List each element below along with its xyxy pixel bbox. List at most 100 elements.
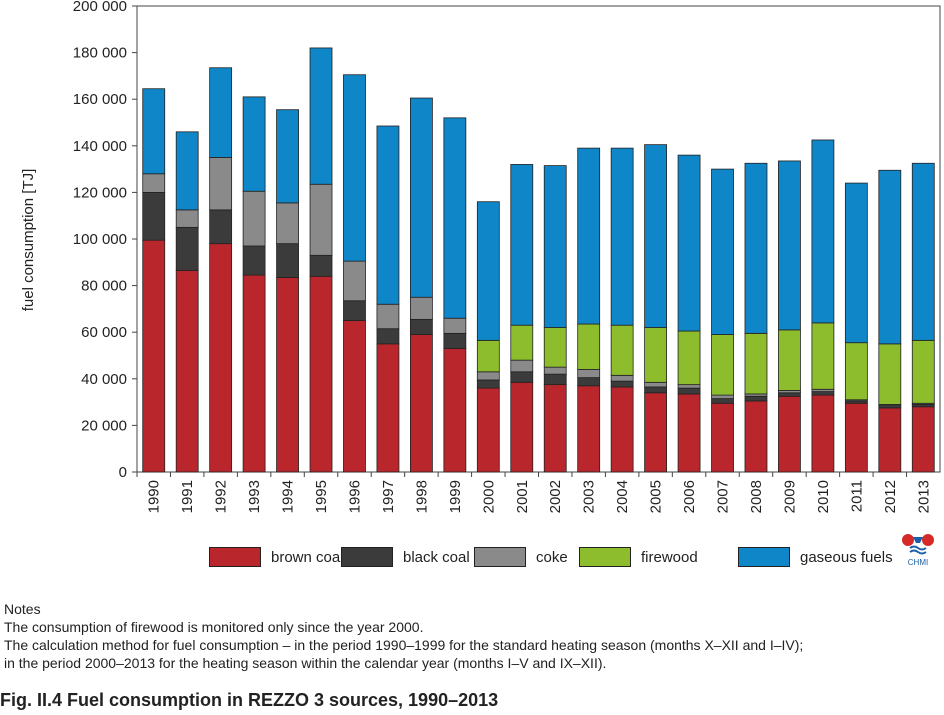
- y-tick-label: 200 000: [73, 0, 127, 15]
- bar-segment-gaseous-fuels-1997: [376, 125, 400, 305]
- bar-segment-firewood-2006: [677, 330, 701, 386]
- bar-segment-black-coal-1995: [309, 254, 333, 277]
- bar-segment-gaseous-fuels-2000: [476, 201, 500, 341]
- notes-line-3: in the period 2000–2013 for the heating …: [4, 655, 607, 671]
- x-tick-label: 1993: [246, 480, 263, 513]
- y-tick-label: 60 000: [81, 324, 127, 341]
- x-tick-label: 2008: [748, 480, 765, 513]
- x-tick-label: 1994: [280, 480, 297, 513]
- bar-segment-brown-coal-2010: [811, 394, 835, 473]
- logo-text: CHMI: [908, 558, 928, 567]
- bar-segment-black-coal-2001: [510, 371, 534, 383]
- y-tick-label: 80 000: [81, 278, 127, 295]
- bar-segment-coke-1990: [142, 173, 166, 193]
- bar-segment-black-coal-1993: [242, 245, 266, 276]
- bar-segment-gaseous-fuels-1995: [309, 47, 333, 185]
- y-tick-label: 180 000: [73, 45, 127, 62]
- x-tick-label: 1997: [380, 480, 397, 513]
- x-tick-label: 2010: [815, 480, 832, 513]
- legend-swatch: [209, 547, 261, 567]
- bar-segment-coke-1991: [175, 209, 199, 228]
- x-tick-label: 2001: [514, 480, 531, 513]
- y-tick-label: 140 000: [73, 138, 127, 155]
- x-tick-label: 2005: [648, 480, 665, 513]
- legend-swatch: [579, 547, 631, 567]
- bar-segment-coke-2001: [510, 359, 534, 373]
- bar-segment-black-coal-1994: [276, 243, 299, 278]
- bar-segment-brown-coal-2002: [543, 384, 567, 473]
- bar-segment-brown-coal-2007: [711, 402, 734, 473]
- bar-segment-black-coal-2003: [577, 377, 601, 387]
- legend-item-coke: coke: [474, 546, 568, 568]
- bar-segment-firewood-2010: [811, 322, 835, 390]
- notes-line-1: The consumption of firewood is monitored…: [4, 619, 424, 635]
- bar-segment-firewood-2013: [911, 339, 935, 404]
- x-tick-label: 2006: [681, 480, 698, 513]
- figure-caption: Fig. II.4 Fuel consumption in REZZO 3 so…: [0, 690, 499, 710]
- legend-swatch: [474, 547, 526, 567]
- bar-segment-firewood-2003: [577, 323, 601, 370]
- bar-segment-brown-coal-1997: [376, 343, 400, 473]
- bar-segment-gaseous-fuels-2008: [744, 162, 768, 334]
- bar-segment-black-coal-1990: [142, 191, 166, 241]
- bar-segment-brown-coal-2004: [610, 386, 634, 473]
- bar-segment-brown-coal-2000: [476, 387, 500, 473]
- bar-segment-gaseous-fuels-1996: [343, 74, 366, 262]
- bar-segment-firewood-2004: [610, 324, 634, 376]
- bar-segment-coke-2006: [677, 384, 701, 389]
- y-tick-label: 20 000: [81, 417, 127, 434]
- y-tick-label: 0: [119, 464, 127, 481]
- x-tick-label: 1990: [146, 480, 163, 513]
- x-tick-label: 2004: [614, 480, 631, 513]
- y-tick-label: 40 000: [81, 371, 127, 388]
- bar-segment-black-coal-1992: [209, 209, 233, 245]
- bar-segment-firewood-2012: [878, 343, 902, 405]
- bar-segment-coke-2005: [644, 381, 668, 388]
- x-tick-label: 2011: [848, 480, 865, 512]
- stacked-bar-chart: 0 20 000 40 000 60 000 80 000 100 000 120 000 1…: [20, 0, 941, 513]
- x-tick-label: 1992: [213, 480, 230, 513]
- legend-item-firewood: firewood: [579, 546, 698, 568]
- bar-segment-coke-1993: [242, 190, 266, 247]
- legend-item-black-coal: black coal: [341, 546, 470, 568]
- bar-segment-coke-2004: [610, 374, 634, 382]
- axes: [132, 5, 941, 477]
- bar-segment-gaseous-fuels-2006: [677, 154, 701, 332]
- legend-label: gaseous fuels: [800, 548, 893, 566]
- legend-label: brown coal: [271, 548, 344, 566]
- bar-segment-firewood-2009: [778, 329, 801, 391]
- legend-item-brown-coal: brown coal: [209, 546, 344, 568]
- bar-segment-brown-coal-2001: [510, 381, 534, 473]
- legend-item-gaseous-fuels: gaseous fuels: [738, 546, 893, 568]
- bar-segment-gaseous-fuels-2005: [644, 144, 668, 328]
- bar-segment-gaseous-fuels-2010: [811, 139, 835, 324]
- bar-segment-gaseous-fuels-2013: [911, 162, 935, 341]
- bar-segment-brown-coal-1998: [409, 334, 433, 473]
- x-tick-label: 1995: [313, 480, 330, 513]
- bar-segment-black-coal-1996: [343, 300, 366, 321]
- legend-label: black coal: [403, 548, 470, 566]
- bar-segment-gaseous-fuels-1990: [142, 88, 166, 175]
- bar-segment-brown-coal-1992: [209, 243, 233, 473]
- bar-segment-black-coal-1999: [443, 332, 467, 349]
- bar-segment-black-coal-2008: [744, 395, 768, 402]
- bar-segment-gaseous-fuels-1998: [409, 97, 433, 298]
- bar-segment-coke-1999: [443, 317, 467, 334]
- y-tick-label: 160 000: [73, 91, 127, 108]
- bar-segment-firewood-2005: [644, 327, 668, 383]
- bar-segment-coke-2002: [543, 366, 567, 375]
- bar-segment-coke-2000: [476, 371, 500, 381]
- bar-segment-coke-2007: [711, 394, 734, 400]
- bar-segment-black-coal-1997: [376, 328, 400, 345]
- x-tick-label: 2000: [480, 480, 497, 513]
- bar-segment-gaseous-fuels-2012: [878, 169, 902, 345]
- bar-segment-gaseous-fuels-2007: [711, 168, 734, 335]
- notes-heading: Notes: [4, 601, 41, 617]
- bar-segment-gaseous-fuels-2011: [844, 182, 868, 344]
- notes-line-2: The calculation method for fuel consumpt…: [4, 637, 804, 653]
- x-tick-label: 2007: [715, 480, 732, 513]
- legend-swatch: [341, 547, 393, 567]
- bar-segment-black-coal-1998: [409, 318, 433, 335]
- bar-segment-firewood-2000: [476, 339, 500, 373]
- notes: Notes The consumption of firewood is mon…: [4, 600, 803, 672]
